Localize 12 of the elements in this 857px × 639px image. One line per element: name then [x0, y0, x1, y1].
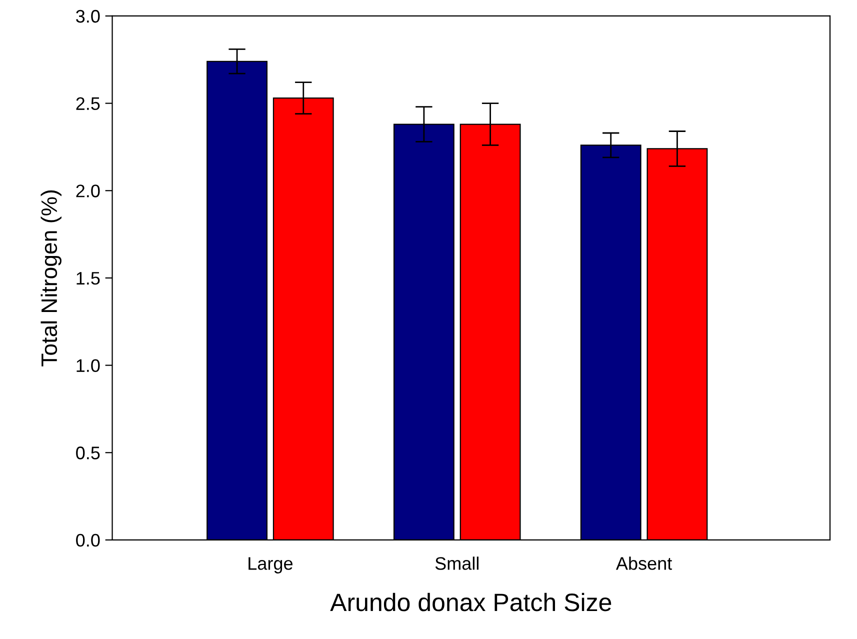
y-axis-title: Total Nitrogen (%) [40, 190, 62, 366]
y-tick-label: 2.5 [76, 97, 100, 110]
y-tick-label: 1.5 [76, 272, 100, 285]
x-axis-title: Arundo donax Patch Size [330, 592, 612, 612]
y-tick-label: 0.5 [76, 446, 100, 460]
y-tick-label: 3.0 [76, 10, 100, 23]
x-tick-label: Absent [616, 556, 672, 570]
y-tick-label: 0.0 [76, 534, 100, 547]
y-tick-label: 1.0 [76, 359, 100, 372]
x-tick-label: Small [435, 556, 478, 570]
y-tick-label: 2.0 [76, 184, 100, 198]
x-tick-label: Large [248, 557, 292, 574]
